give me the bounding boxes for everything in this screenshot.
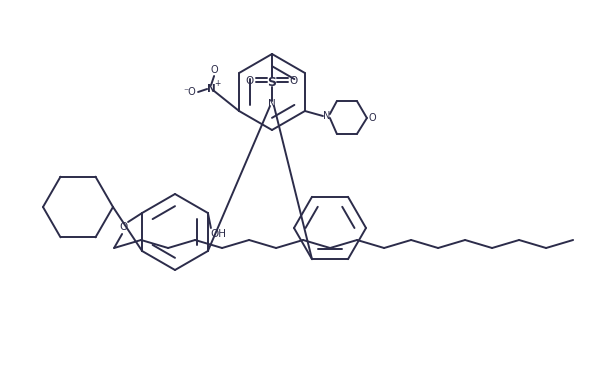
Text: OH: OH xyxy=(210,229,226,239)
Text: ⁻O: ⁻O xyxy=(184,87,197,97)
Text: O: O xyxy=(210,65,218,75)
Text: N: N xyxy=(207,84,216,94)
Text: O: O xyxy=(246,76,254,86)
Text: +: + xyxy=(214,79,220,88)
Text: N: N xyxy=(268,99,276,109)
Text: O: O xyxy=(368,113,376,123)
Text: O: O xyxy=(119,222,127,232)
Text: N: N xyxy=(323,111,331,121)
Text: O: O xyxy=(290,76,298,86)
Text: S: S xyxy=(267,75,276,88)
